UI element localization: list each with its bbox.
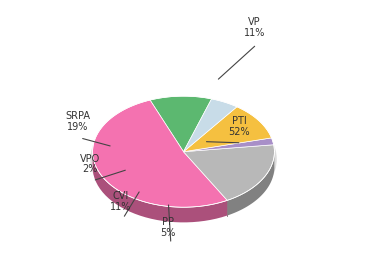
Polygon shape (227, 153, 275, 215)
Text: PP
5%: PP 5% (161, 217, 176, 237)
Text: CVI
11%: CVI 11% (110, 191, 131, 212)
Text: SRPA
19%: SRPA 19% (65, 111, 90, 132)
Text: VP
11%: VP 11% (244, 17, 265, 38)
Polygon shape (184, 145, 275, 200)
Polygon shape (184, 99, 237, 152)
Polygon shape (150, 96, 212, 152)
Text: PTI
52%: PTI 52% (228, 116, 250, 136)
Text: VPO
2%: VPO 2% (80, 154, 100, 174)
Polygon shape (184, 138, 274, 152)
Polygon shape (92, 100, 227, 207)
Polygon shape (92, 152, 227, 222)
Ellipse shape (91, 103, 276, 216)
Polygon shape (184, 107, 272, 152)
